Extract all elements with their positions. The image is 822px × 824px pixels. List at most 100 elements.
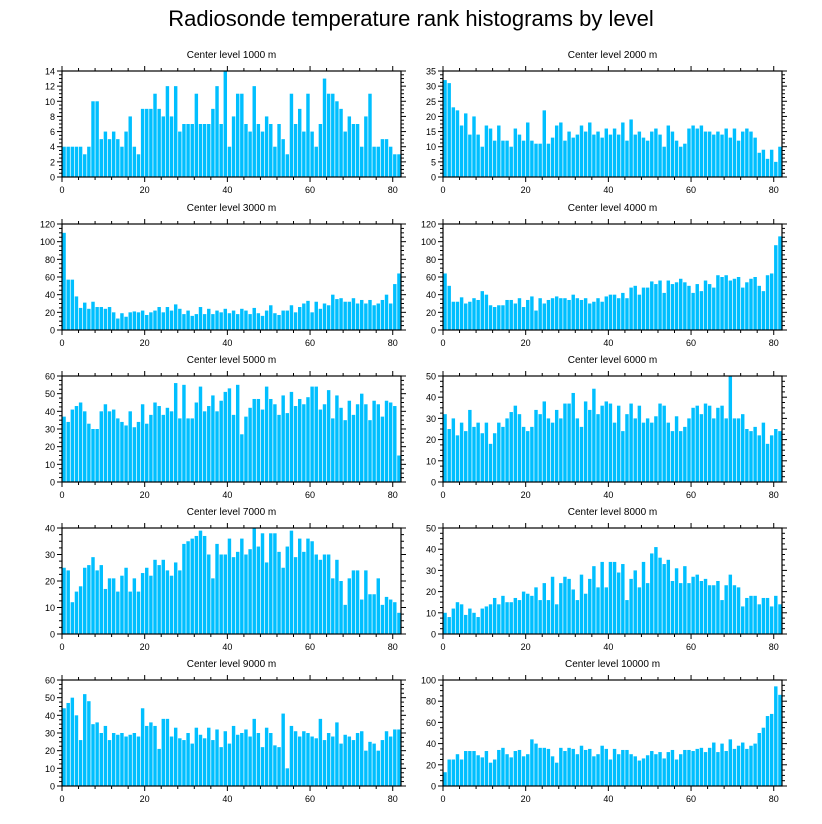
histogram-bar bbox=[534, 310, 538, 330]
histogram-bar bbox=[120, 421, 124, 482]
histogram-bar bbox=[530, 426, 534, 482]
histogram-bar bbox=[753, 595, 757, 634]
histogram-bar bbox=[621, 431, 625, 482]
x-tick-label: 0 bbox=[59, 642, 64, 652]
histogram-bar bbox=[318, 559, 323, 634]
histogram-bar bbox=[745, 128, 749, 177]
histogram-bar bbox=[505, 754, 509, 786]
histogram-bar bbox=[703, 752, 708, 786]
histogram-panel: Center level 1000 m 0 20 40 60 80 0 2 4 6 8 10 12 14 bbox=[45, 50, 406, 195]
histogram-bar bbox=[190, 418, 194, 482]
histogram-bar bbox=[190, 315, 194, 330]
histogram-bar bbox=[62, 567, 66, 634]
y-tick-label: 35 bbox=[426, 67, 436, 77]
histogram-bar bbox=[281, 567, 285, 634]
histogram-bar bbox=[546, 600, 551, 634]
histogram-bar bbox=[376, 146, 380, 177]
histogram-bar bbox=[612, 748, 617, 786]
histogram-bar bbox=[592, 388, 596, 482]
y-tick-label: 40 bbox=[45, 524, 55, 534]
histogram-bar bbox=[455, 110, 460, 177]
histogram-bar bbox=[149, 575, 153, 634]
histogram-bar bbox=[161, 718, 165, 786]
histogram-bar bbox=[223, 731, 228, 786]
histogram-bar bbox=[637, 131, 642, 177]
histogram-bar bbox=[488, 604, 493, 634]
histogram-bar bbox=[269, 533, 273, 634]
histogram-bar bbox=[240, 434, 244, 482]
histogram-bar bbox=[128, 411, 132, 482]
histogram-bar bbox=[666, 752, 671, 786]
x-tick-label: 80 bbox=[388, 338, 398, 348]
histogram-bar bbox=[447, 429, 451, 482]
histogram-bar bbox=[314, 738, 318, 786]
histogram-bar bbox=[231, 725, 236, 786]
histogram-bar bbox=[464, 431, 468, 482]
histogram-bar bbox=[215, 543, 219, 634]
histogram-bar bbox=[679, 146, 683, 177]
histogram-bar bbox=[666, 559, 671, 634]
x-tick-label: 80 bbox=[388, 490, 398, 500]
histogram-bar bbox=[716, 407, 720, 482]
histogram-bar bbox=[563, 140, 567, 177]
histogram-bar bbox=[720, 405, 724, 482]
histogram-bar bbox=[778, 146, 782, 177]
histogram-bar bbox=[616, 298, 621, 330]
x-tick-label: 40 bbox=[603, 490, 613, 500]
histogram-bar bbox=[223, 391, 228, 482]
histogram-bar bbox=[596, 754, 600, 786]
y-tick-label: 60 bbox=[45, 372, 55, 382]
histogram-bar bbox=[526, 431, 530, 482]
histogram-bar bbox=[509, 757, 513, 786]
histogram-bar bbox=[281, 310, 285, 330]
histogram-bar bbox=[774, 161, 778, 177]
histogram-bar bbox=[165, 718, 170, 786]
histogram-bar bbox=[774, 595, 778, 634]
histogram-bar bbox=[186, 541, 190, 634]
histogram-bar bbox=[273, 313, 277, 330]
x-tick-label: 40 bbox=[603, 338, 613, 348]
histogram-bar bbox=[699, 581, 704, 634]
histogram-bar bbox=[388, 599, 393, 634]
y-tick-label: 10 bbox=[426, 608, 436, 618]
histogram-bar bbox=[128, 312, 132, 330]
histogram-bar bbox=[526, 122, 530, 177]
histogram-bar bbox=[116, 591, 120, 634]
histogram-bar bbox=[211, 314, 215, 330]
histogram-bar bbox=[153, 93, 157, 177]
histogram-bar bbox=[173, 562, 178, 634]
histogram-bar bbox=[575, 754, 580, 786]
histogram-bar bbox=[472, 298, 476, 330]
histogram-bar bbox=[625, 298, 629, 330]
histogram-bar bbox=[293, 312, 298, 330]
y-tick-label: 60 bbox=[426, 718, 436, 728]
y-tick-label: 120 bbox=[40, 220, 55, 230]
histogram-bar bbox=[662, 758, 666, 786]
histogram-bar bbox=[691, 751, 695, 786]
histogram-bar bbox=[248, 736, 252, 786]
histogram-bar bbox=[87, 701, 91, 786]
histogram-bar bbox=[62, 708, 66, 786]
histogram-bar bbox=[95, 101, 99, 177]
histogram-bar bbox=[314, 386, 318, 482]
y-tick-label: 8 bbox=[50, 112, 55, 122]
histogram-bar bbox=[140, 708, 145, 786]
histogram-bar bbox=[683, 566, 687, 634]
histogram-bar bbox=[388, 146, 393, 177]
y-tick-label: 20 bbox=[426, 587, 436, 597]
histogram-bar bbox=[310, 736, 314, 786]
histogram-bar bbox=[666, 280, 671, 330]
histogram-bar bbox=[600, 561, 604, 634]
x-tick-label: 0 bbox=[59, 185, 64, 195]
histogram-bar bbox=[534, 587, 538, 634]
histogram-bar bbox=[608, 294, 613, 330]
histogram-bar bbox=[132, 578, 137, 634]
histogram-bar bbox=[198, 530, 203, 634]
histogram-bar bbox=[513, 597, 518, 634]
y-tick-label: 40 bbox=[426, 545, 436, 555]
histogram-bar bbox=[260, 315, 265, 330]
histogram-bar bbox=[769, 273, 774, 330]
y-tick-label: 0 bbox=[50, 478, 55, 488]
histogram-bar bbox=[749, 131, 753, 177]
y-tick-label: 0 bbox=[50, 630, 55, 640]
